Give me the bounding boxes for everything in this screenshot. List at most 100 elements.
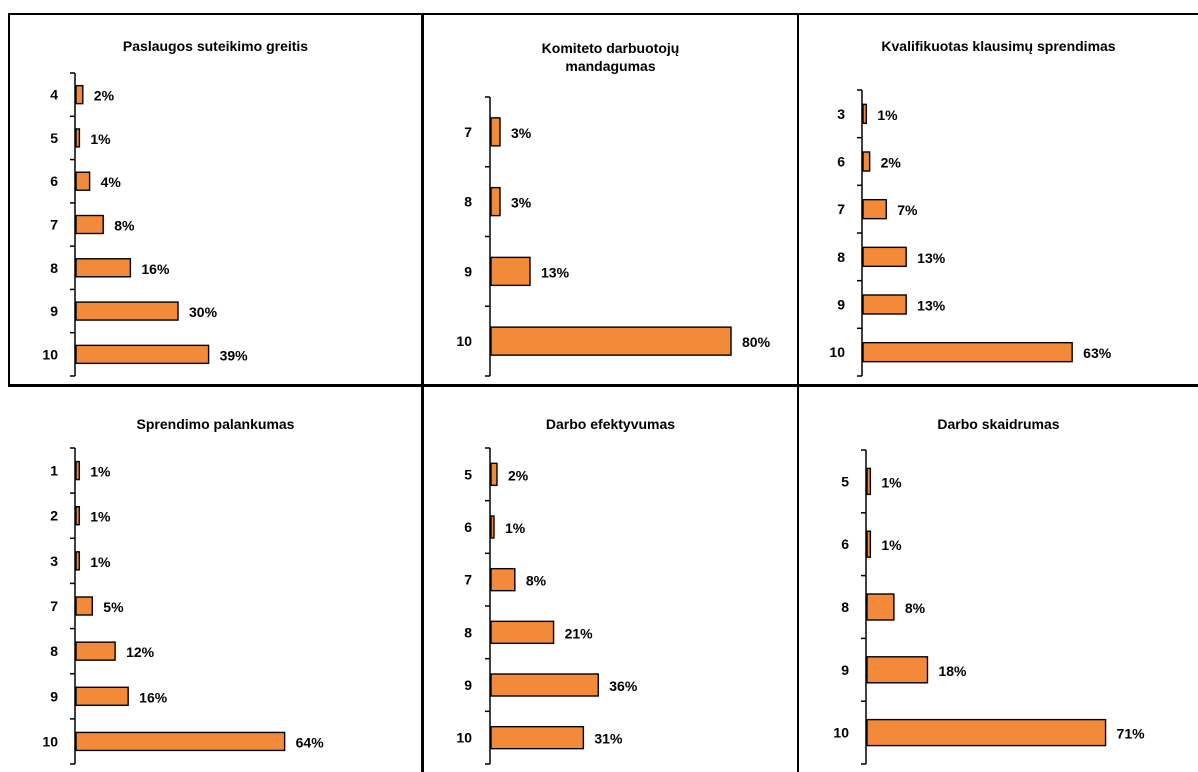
bar (75, 344, 210, 365)
bar (862, 294, 907, 315)
bar (490, 725, 585, 750)
data-label: 1% (90, 131, 111, 147)
data-label: 16% (139, 689, 168, 705)
bar (75, 731, 286, 752)
bar (75, 551, 80, 571)
bar (75, 596, 93, 616)
chart-title: Darbo skaidrumas (937, 416, 1060, 432)
category-label: 10 (456, 730, 472, 746)
category-label: 3 (50, 553, 58, 569)
chart-sprendimo-palankumas: Sprendimo palankumas (10, 387, 421, 772)
category-label: 9 (464, 263, 472, 279)
data-label: 21% (565, 625, 594, 641)
bar (490, 186, 501, 217)
bar (490, 673, 599, 697)
bar (75, 214, 104, 235)
data-label: 3% (511, 195, 532, 211)
chart-paslaugos-suteikimo-greitis: Paslaugos suteikimo greitis (10, 15, 421, 384)
bar (75, 641, 116, 661)
bar (490, 326, 732, 356)
category-label: 9 (837, 297, 845, 313)
bar (75, 171, 91, 191)
chart-title: Kvalifikuotas klausimų sprendimas (881, 38, 1116, 54)
bar (75, 258, 132, 278)
category-label: 9 (464, 677, 472, 693)
chart-darbo-efektyvumas: Darbo efektyvumas (424, 387, 797, 772)
data-label: 1% (881, 474, 902, 490)
bar (490, 117, 501, 147)
category-label: 6 (464, 519, 472, 535)
data-label: 2% (508, 467, 529, 483)
data-label: 7% (897, 202, 918, 218)
category-label: 7 (50, 598, 58, 614)
data-label: 16% (141, 261, 170, 277)
grid-line-top (8, 13, 1198, 15)
data-label: 1% (881, 537, 902, 553)
category-label: 6 (50, 173, 58, 189)
data-label: 12% (126, 644, 155, 660)
bar (75, 460, 80, 481)
bar (75, 506, 80, 526)
data-label: 71% (1117, 726, 1146, 742)
data-label: 1% (877, 107, 898, 123)
grid-line-divider-1 (421, 13, 424, 772)
chart-title-line-1: Komiteto darbuotojų (541, 40, 680, 56)
bar (490, 515, 495, 539)
category-label: 5 (50, 130, 58, 146)
chart-title: Komiteto darbuotojų mandagumas (424, 39, 797, 75)
bar (862, 341, 1073, 363)
bar (866, 718, 1107, 747)
data-label: 13% (541, 264, 570, 280)
bar (75, 84, 84, 105)
data-label: 18% (938, 663, 967, 679)
chart-title: Sprendimo palankumas (136, 416, 295, 432)
category-label: 8 (50, 260, 58, 276)
category-label: 9 (50, 688, 58, 704)
data-label: 3% (511, 125, 532, 141)
category-label: 10 (829, 344, 845, 360)
data-label: 2% (94, 88, 115, 104)
data-label: 5% (103, 599, 124, 615)
category-label: 8 (837, 249, 845, 265)
grid-line-left (8, 13, 10, 387)
chart-title: Darbo efektyvumas (545, 416, 676, 432)
bar (866, 593, 895, 621)
category-label: 8 (50, 643, 58, 659)
chart-title-line-2: mandagumas (565, 58, 656, 74)
category-label: 10 (42, 346, 58, 362)
category-label: 9 (841, 662, 849, 678)
data-label: 31% (594, 731, 623, 747)
data-label: 8% (526, 573, 547, 589)
category-label: 10 (42, 733, 58, 749)
category-label: 5 (464, 466, 472, 482)
chart-kvalifikuotas-klausimu-sprendimas: Kvalifikuotas klausimų sprendimas (799, 15, 1198, 384)
data-label: 30% (189, 304, 218, 320)
data-label: 64% (296, 734, 325, 750)
category-label: 6 (837, 154, 845, 170)
data-label: 39% (220, 347, 249, 363)
chart-title: Paslaugos suteikimo greitis (122, 38, 309, 54)
bar (490, 620, 555, 645)
bar (490, 567, 516, 592)
category-label: 9 (50, 303, 58, 319)
category-label: 6 (841, 536, 849, 552)
data-label: 1% (90, 554, 111, 570)
category-label: 10 (456, 333, 472, 349)
category-label: 8 (464, 194, 472, 210)
bar (862, 246, 907, 268)
bar (862, 198, 887, 220)
data-label: 8% (905, 600, 926, 616)
bar (490, 462, 498, 487)
category-label: 8 (841, 599, 849, 615)
bar (866, 656, 929, 684)
bar (866, 467, 872, 496)
category-label: 7 (464, 124, 472, 140)
data-label: 63% (1083, 345, 1112, 361)
category-label: 8 (464, 624, 472, 640)
chart-komiteto-darbuotoju-mandagumas: Komiteto darbuotojų mandagumas (424, 15, 797, 384)
bar (490, 256, 531, 287)
data-label: 1% (505, 520, 526, 536)
data-label: 36% (609, 678, 638, 694)
